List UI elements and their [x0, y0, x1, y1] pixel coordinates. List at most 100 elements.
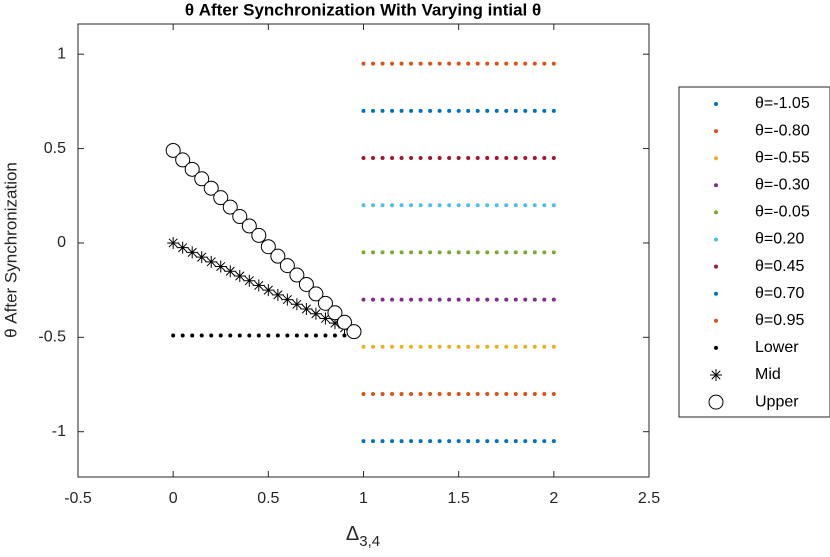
point [309, 307, 322, 320]
point [317, 295, 333, 311]
point [551, 156, 556, 161]
point [532, 108, 537, 113]
legend-label: θ=-0.30 [755, 177, 810, 194]
point [399, 391, 404, 396]
y-tick-label: 0.5 [44, 140, 66, 157]
point [418, 108, 423, 113]
legend-label: θ=0.70 [755, 285, 804, 302]
point [532, 156, 537, 161]
point [485, 439, 490, 444]
point [504, 203, 509, 208]
point [409, 203, 414, 208]
point [199, 333, 204, 338]
point [551, 297, 556, 302]
point [475, 391, 480, 396]
point [371, 250, 376, 255]
point [523, 297, 528, 302]
point [437, 391, 442, 396]
point [279, 258, 295, 274]
point [380, 61, 385, 66]
point [475, 344, 480, 349]
point [485, 250, 490, 255]
point [380, 297, 385, 302]
point [361, 156, 366, 161]
point [294, 333, 299, 338]
point [504, 108, 509, 113]
point [437, 61, 442, 66]
point [542, 250, 547, 255]
point [323, 333, 328, 338]
point [203, 180, 219, 196]
point [504, 297, 509, 302]
point [466, 250, 471, 255]
point [485, 108, 490, 113]
legend-marker [710, 369, 722, 381]
point [290, 298, 303, 311]
point [428, 108, 433, 113]
point [418, 250, 423, 255]
x-tick-label: 0.5 [257, 490, 279, 507]
point [504, 250, 509, 255]
point [371, 156, 376, 161]
point [418, 203, 423, 208]
point [371, 203, 376, 208]
point [171, 333, 176, 338]
y-tick-label: -1 [52, 423, 66, 440]
point [205, 255, 218, 268]
point [532, 250, 537, 255]
point [428, 61, 433, 66]
point [447, 297, 452, 302]
point [418, 344, 423, 349]
point [418, 156, 423, 161]
point [523, 156, 528, 161]
point [437, 344, 442, 349]
point [456, 297, 461, 302]
point [513, 439, 518, 444]
point [380, 439, 385, 444]
point [222, 199, 238, 215]
point [371, 344, 376, 349]
point [456, 61, 461, 66]
point [399, 203, 404, 208]
point [447, 391, 452, 396]
point [304, 333, 309, 338]
point [313, 333, 318, 338]
point [428, 297, 433, 302]
point [428, 250, 433, 255]
point [456, 156, 461, 161]
point [428, 344, 433, 349]
point [371, 108, 376, 113]
point [409, 250, 414, 255]
point [494, 108, 499, 113]
point [494, 344, 499, 349]
point [165, 142, 181, 158]
point [336, 314, 352, 330]
point [532, 297, 537, 302]
point [319, 312, 332, 325]
point [494, 297, 499, 302]
x-tick-label: 2.5 [638, 490, 660, 507]
legend-marker [714, 129, 718, 134]
point [466, 297, 471, 302]
point [271, 288, 284, 301]
x-tick-label: 0 [169, 490, 178, 507]
point [551, 108, 556, 113]
point [485, 391, 490, 396]
point [194, 171, 210, 187]
point [418, 439, 423, 444]
legend-label: θ=0.20 [755, 231, 804, 248]
point [371, 439, 376, 444]
point [513, 156, 518, 161]
point [390, 203, 395, 208]
point [232, 209, 248, 225]
point [209, 333, 214, 338]
point [504, 391, 509, 396]
point [466, 156, 471, 161]
legend-label: Mid [755, 366, 781, 383]
y-tick-label: 0 [57, 234, 66, 251]
point [260, 239, 276, 255]
point [418, 297, 423, 302]
point [390, 250, 395, 255]
point [466, 391, 471, 396]
